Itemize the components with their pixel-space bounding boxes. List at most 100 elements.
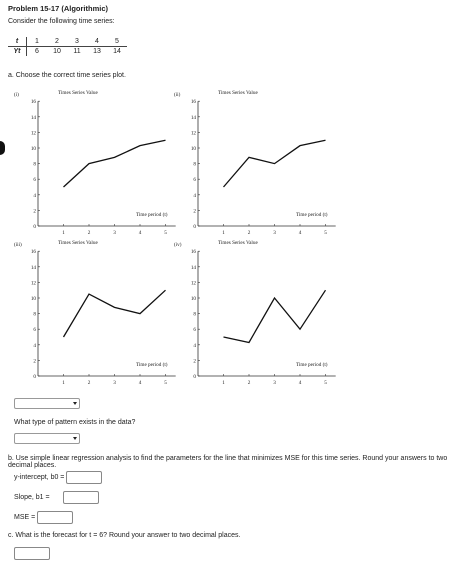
x-tick-label: 3 [113,230,116,236]
y-tick-label: 2 [193,358,196,364]
y-tick-label: 16 [31,249,37,255]
y-cell: 13 [93,48,101,55]
y-row: Yt 6 10 11 13 14 [8,46,127,56]
slope-input[interactable] [63,491,99,504]
plot-option-iv: (iv) Times Series Value 0 2 4 6 8 10 12 14 16 1 2 3 4 5… [170,238,336,386]
problem-title: Problem 15-17 (Algorithmic) [8,4,109,13]
y-axis-title: Times Series Value [58,90,98,96]
y-tick-label: 6 [193,327,196,333]
y-tick-label: 12 [191,130,197,136]
y-tick-label: 14 [31,265,37,271]
x-tick-label: 2 [88,230,91,236]
y-tick-label: 12 [191,280,197,286]
x-tick-label: 4 [139,380,142,386]
y-tick-label: 6 [193,177,196,183]
y-tick-label: 10 [191,146,197,152]
y-tick-label: 6 [33,327,36,333]
x-tick-label: 3 [273,230,276,236]
x-tick-label: 4 [299,380,302,386]
x-tick-label: 3 [273,380,276,386]
y-tick-label: 4 [33,343,36,349]
series-line [62,289,166,338]
x-tick-label: 2 [248,380,251,386]
forecast-input[interactable] [14,547,50,560]
x-axis-title: Time period (t) [296,361,328,368]
y-tick-label: 8 [193,162,196,168]
x-tick-label: 5 [324,230,327,236]
intercept-label: y-intercept, b0 = [14,474,65,481]
x-axis-title: Time period (t) [296,211,328,218]
y-axis-title: Times Series Value [218,90,258,96]
x-tick-label: 5 [324,380,327,386]
y-tick-label: 12 [31,130,37,136]
pattern-question: What type of pattern exists in the data? [14,419,136,426]
mse-input[interactable] [37,511,73,524]
plot-option-ii: (ii) Times Series Value 0 2 4 6 8 10 12 14 16 1 2 3 4 5… [170,88,336,236]
slope-label: Slope, b1 = [14,494,50,501]
plot-label: (ii) [174,91,181,98]
y-tick-label: 10 [31,146,37,152]
y-tick-label: 16 [31,99,37,105]
x-tick-label: 3 [113,380,116,386]
plot-label: (iii) [14,241,22,248]
x-tick-label: 4 [139,230,142,236]
series-line [223,139,326,188]
t-row: t 1 2 3 4 5 [8,37,127,47]
plot-option-iii: (iii) Times Series Value 0 2 4 6 8 10 12 14 16 1 2 3 4… [10,238,176,386]
series-line [223,289,327,344]
y-header: Yt [8,46,27,56]
intercept-input[interactable] [66,471,102,484]
x-tick-label: 5 [164,230,167,236]
y-tick-label: 2 [193,208,196,214]
y-tick-label: 0 [193,374,196,380]
x-axis-title: Time period (t) [136,361,168,368]
part-c-prompt: c. What is the forecast for t = 6? Round… [8,532,241,539]
y-tick-label: 16 [191,249,197,255]
t-cell: 5 [107,37,127,47]
y-tick-label: 2 [33,208,36,214]
y-tick-label: 0 [193,224,196,230]
chevron-down-icon [73,437,77,440]
y-tick-label: 10 [191,296,197,302]
y-tick-label: 8 [33,312,36,318]
mse-label: MSE = [14,514,36,521]
y-tick-label: 4 [193,343,196,349]
chevron-down-icon [73,402,77,405]
x-tick-label: 1 [222,230,225,236]
pattern-dropdown[interactable] [14,433,80,444]
plot-label: (iv) [174,241,182,248]
x-tick-label: 5 [164,380,167,386]
y-tick-label: 10 [31,296,37,302]
y-cell: 14 [113,48,121,55]
y-tick-label: 2 [33,358,36,364]
x-tick-label: 4 [299,230,302,236]
y-tick-label: 8 [33,162,36,168]
y-tick-label: 6 [33,177,36,183]
y-tick-label: 4 [193,193,196,199]
x-tick-label: 2 [88,380,91,386]
x-tick-label: 1 [62,380,65,386]
y-tick-label: 14 [191,265,197,271]
t-cell: 1 [26,37,47,47]
y-axis-title: Times Series Value [58,240,98,246]
part-a-prompt: a. Choose the correct time series plot. [8,72,126,79]
t-header: t [8,37,27,47]
side-tab-marker [0,141,5,155]
x-tick-label: 1 [222,380,225,386]
t-cell: 2 [47,37,67,47]
y-tick-label: 14 [191,115,197,121]
y-tick-label: 16 [191,99,197,105]
t-cell: 3 [67,37,87,47]
series-line [63,139,166,188]
y-tick-label: 8 [193,312,196,318]
x-tick-label: 1 [62,230,65,236]
plot-choice-dropdown[interactable] [14,398,80,409]
y-tick-label: 12 [31,280,37,286]
y-tick-label: 0 [33,374,36,380]
plot-label: (i) [14,91,19,98]
part-b-prompt: b. Use simple linear regression analysis… [8,455,448,469]
